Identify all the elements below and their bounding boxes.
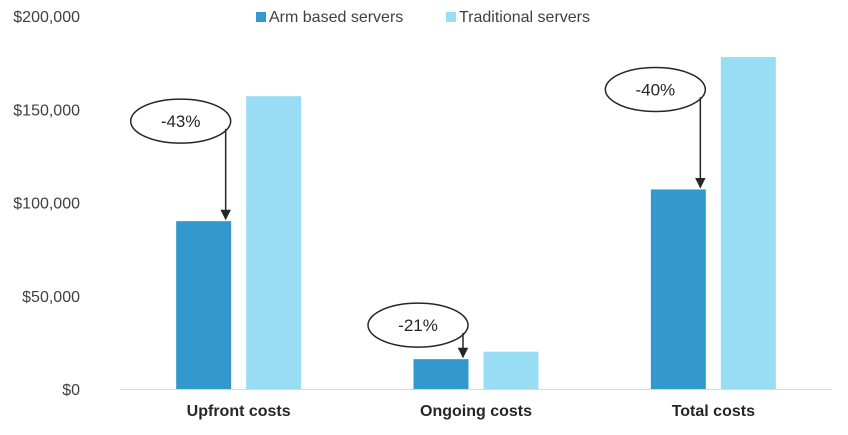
- callout-ellipse: [604, 66, 707, 113]
- category-label: Upfront costs: [187, 403, 291, 420]
- callout-ellipse: [367, 302, 469, 348]
- y-tick-label: $50,000: [22, 289, 80, 306]
- y-axis: $0 $50,000 $100,000 $150,000 $200,000: [13, 9, 80, 399]
- legend: Arm based servers Traditional servers: [256, 9, 590, 26]
- legend-swatch: [446, 12, 456, 22]
- annotations: -43% -21% -40%: [129, 66, 707, 359]
- y-tick-label: $150,000: [13, 102, 80, 119]
- x-axis: Upfront costs Ongoing costs Total costs: [120, 389, 832, 420]
- callout-label: -43%: [161, 112, 201, 131]
- y-tick-label: $0: [62, 382, 80, 399]
- bars: [176, 57, 776, 389]
- category-label: Total costs: [672, 403, 755, 420]
- bar-arm-1: [413, 359, 469, 389]
- annotation-callout: -21%: [367, 302, 469, 359]
- legend-label: Arm based servers: [269, 9, 403, 26]
- legend-label: Traditional servers: [459, 9, 590, 26]
- legend-swatch: [256, 12, 266, 22]
- callout-label: -21%: [398, 316, 438, 335]
- y-tick-label: $200,000: [13, 9, 80, 26]
- y-tick-label: $100,000: [13, 196, 80, 213]
- bar-traditional-0: [246, 96, 302, 389]
- annotation-callout: -43%: [129, 98, 232, 221]
- category-label: Ongoing costs: [420, 403, 532, 420]
- bar-arm-2: [650, 189, 706, 389]
- bar-traditional-2: [720, 57, 776, 389]
- callout-label: -40%: [635, 80, 675, 99]
- callout-ellipse: [129, 98, 232, 144]
- annotation-callout: -40%: [604, 66, 707, 189]
- bar-traditional-1: [483, 351, 539, 389]
- bar-arm-0: [176, 221, 232, 389]
